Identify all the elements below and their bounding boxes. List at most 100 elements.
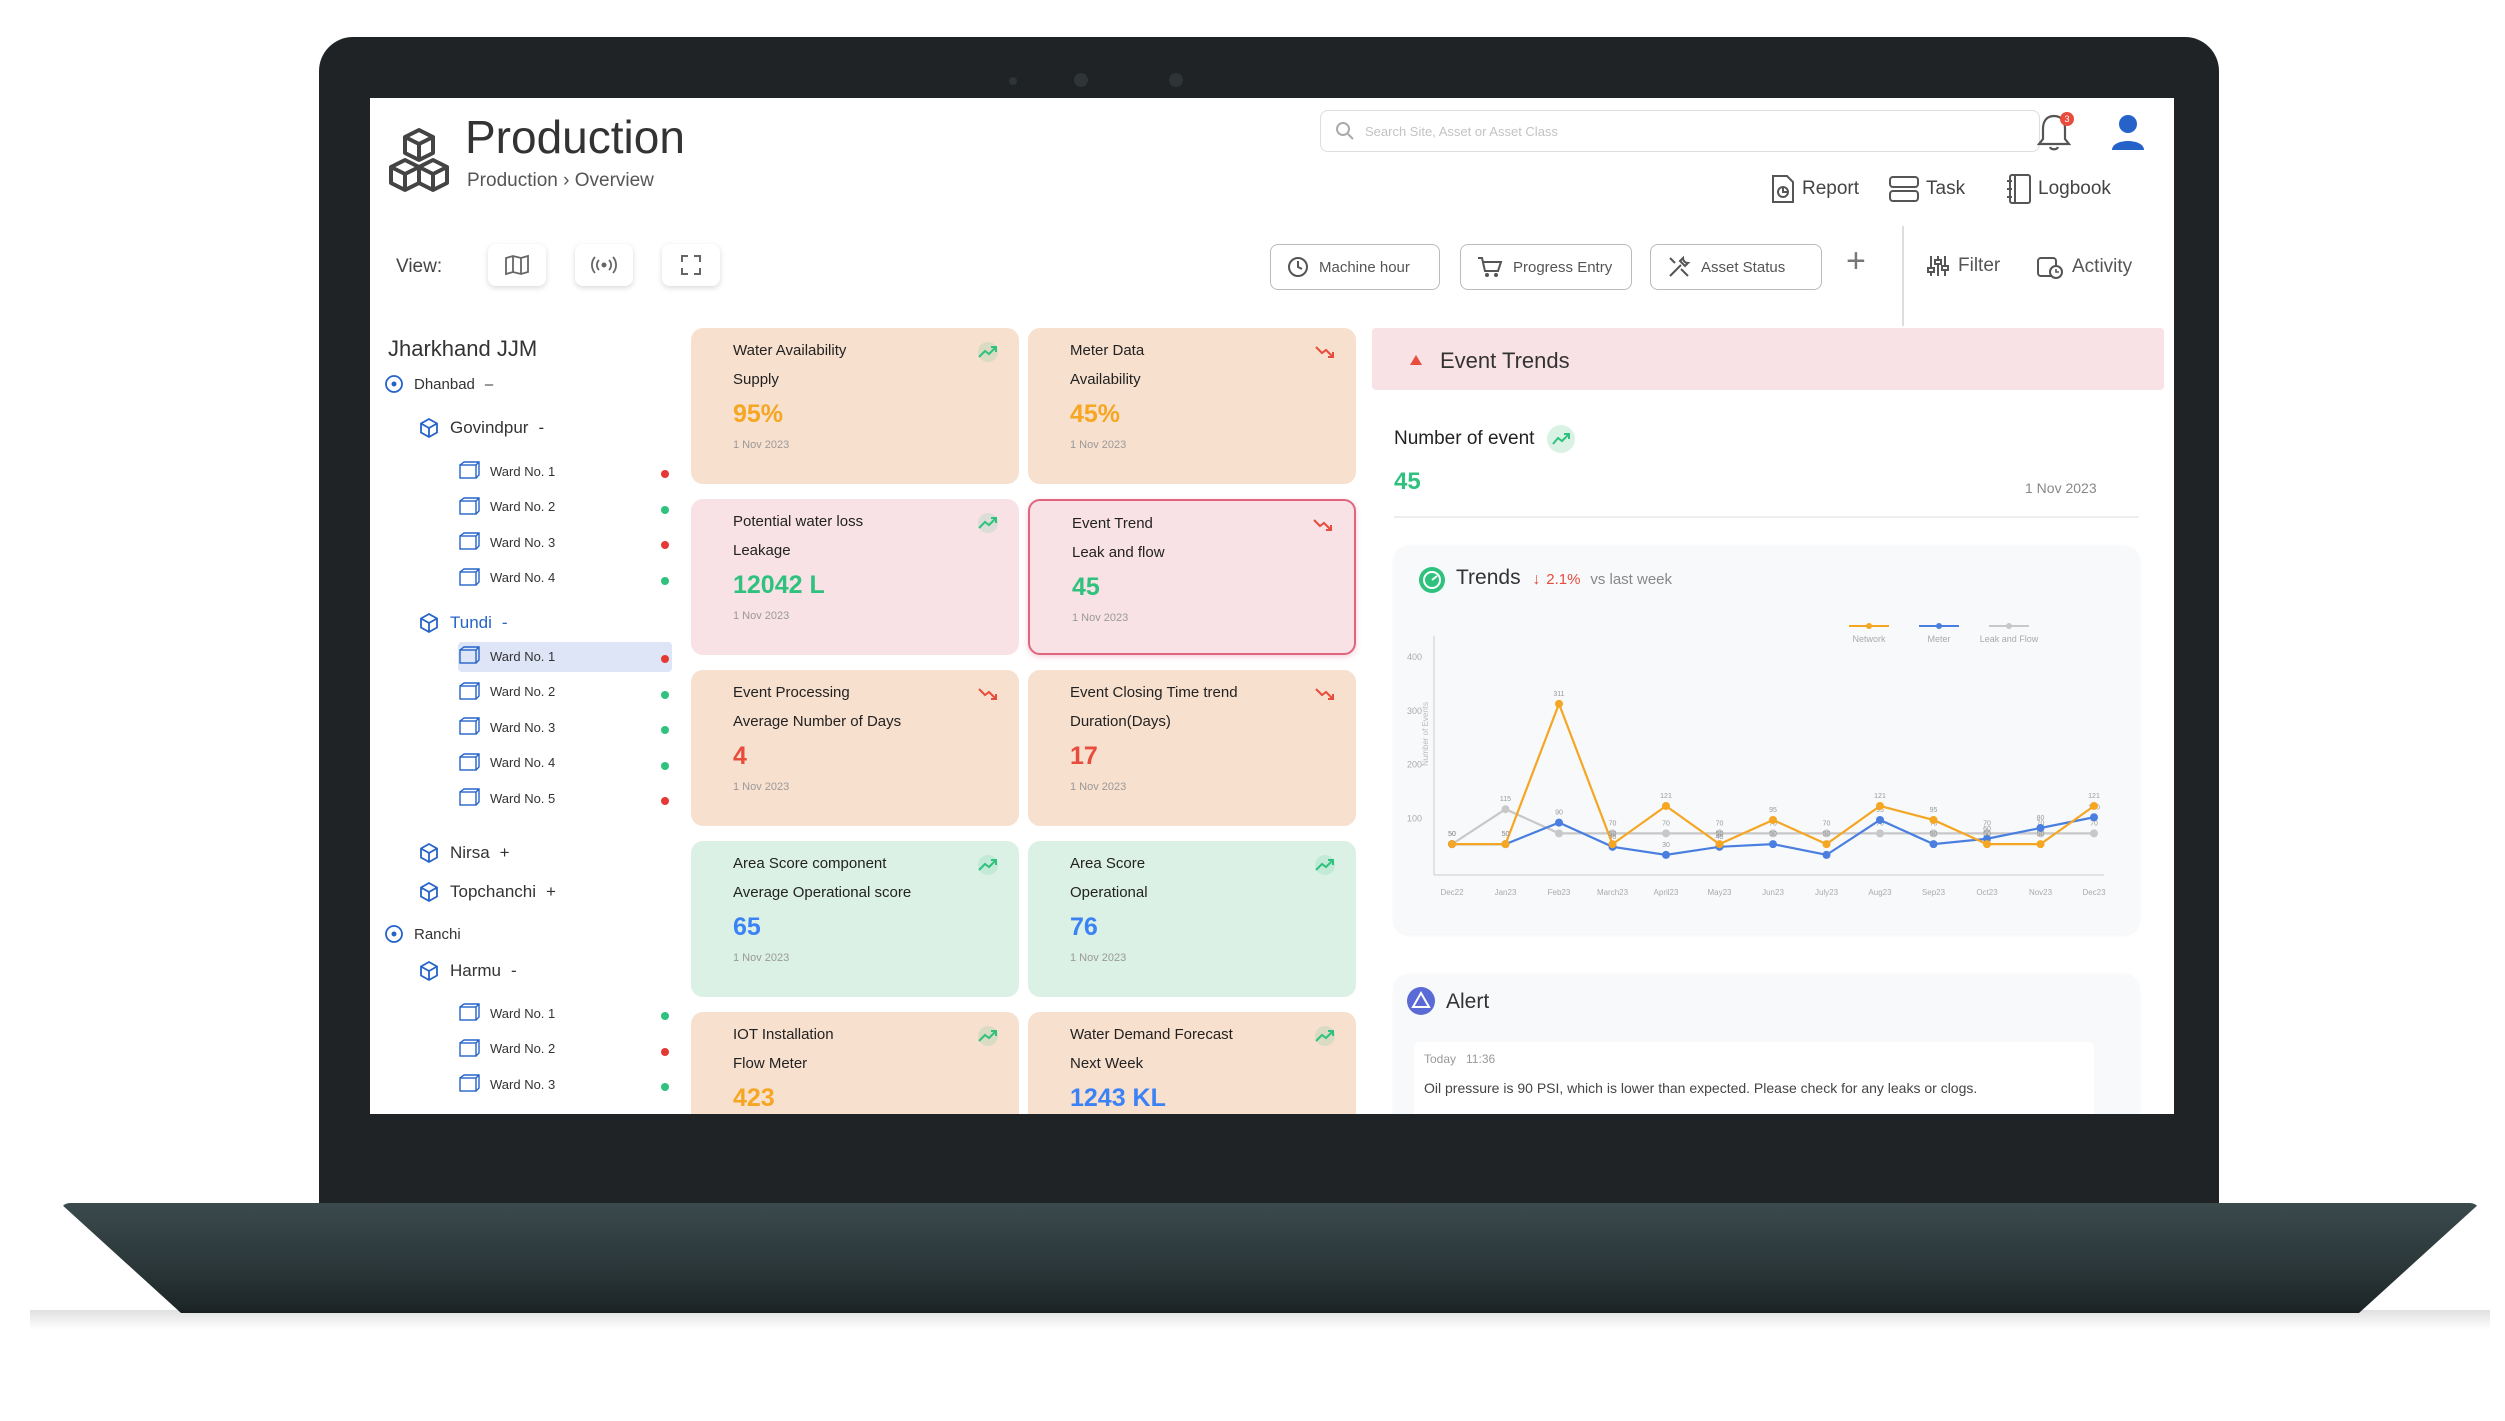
kpi-subtitle: Operational <box>1070 884 1148 901</box>
kpi-card[interactable]: Water Availability Supply 95% 1 Nov 2023 <box>691 328 1019 484</box>
activity-button[interactable]: Activity <box>2036 254 2132 280</box>
tree-node-ward[interactable]: Ward No. 2 <box>458 1038 555 1059</box>
filter-button[interactable]: Filter <box>1926 254 2000 278</box>
kpi-subtitle: Average Number of Days <box>733 713 902 730</box>
event-trends-header[interactable]: Event Trends <box>1372 328 2164 390</box>
progress-entry-label: Progress Entry <box>1513 258 1613 276</box>
data-label: 70 <box>1983 820 1991 827</box>
clock-icon <box>1288 257 1308 277</box>
kpi-card[interactable]: Potential water loss Leakage 12042 L 1 Nov … <box>691 499 1019 655</box>
ward-label: Ward No. 3 <box>490 719 556 735</box>
tree-node-harmu[interactable]: Harmu - <box>418 960 517 982</box>
tree-node-ward[interactable]: Ward No. 1 <box>458 646 555 666</box>
expand-toggle[interactable]: + <box>499 843 510 862</box>
y-tick-label: 300 <box>1407 706 1422 716</box>
kpi-card[interactable]: IOT Installation Flow Meter 423 <box>691 1012 1019 1114</box>
data-point <box>1822 850 1831 859</box>
kpi-card[interactable]: Event Processing Average Number of Days 4 1… <box>691 670 1019 826</box>
trends-change: 2.1% <box>1546 571 1581 588</box>
production-cubes-icon <box>389 128 449 192</box>
search-input[interactable]: Search Site, Asset or Asset Class <box>1320 110 2040 152</box>
notification-badge: 3 <box>2060 112 2074 126</box>
tree-node-ward[interactable]: Ward No. 1 <box>458 461 555 481</box>
expand-toggle[interactable]: + <box>546 882 556 901</box>
machine-hour-button[interactable]: Machine hour <box>1270 244 1440 290</box>
task-icon <box>1889 176 1919 202</box>
tree-node-govindpur[interactable]: Govindpur - <box>418 417 544 439</box>
kpi-card[interactable]: Area Score Operational 76 1 Nov 2023 <box>1028 841 1356 997</box>
kpi-card[interactable]: Water Demand Forecast Next Week 1243 KL <box>1028 1012 1356 1114</box>
tree-node-ward[interactable]: Ward No. 5 <box>458 788 555 808</box>
machine-hour-label: Machine hour <box>1319 258 1410 276</box>
report-link[interactable]: Report <box>1770 173 1859 205</box>
trend-down-arrow-icon: ↓ <box>1532 571 1541 588</box>
ward-box-icon <box>459 461 480 479</box>
cube-icon <box>420 960 438 982</box>
data-label: 95 <box>1769 807 1777 814</box>
kpi-value: 76 <box>1070 913 1098 941</box>
signal-view-button[interactable] <box>575 244 633 286</box>
data-label: 50 <box>2037 831 2045 838</box>
kpi-title: Water Demand Forecast <box>1070 1026 1233 1043</box>
kpi-title: Event Trend <box>1072 515 1153 532</box>
tree-node-ward[interactable]: Ward No. 3 <box>458 1074 555 1094</box>
data-point <box>1662 829 1670 838</box>
progress-entry-button[interactable]: Progress Entry <box>1460 244 1632 290</box>
fullscreen-button[interactable] <box>662 244 720 286</box>
collapse-toggle[interactable]: - <box>538 418 545 437</box>
tree-node-ward[interactable]: Ward No. 1 <box>458 1003 555 1023</box>
data-label: 50 <box>1769 831 1777 838</box>
laptop-base <box>60 1203 2480 1313</box>
collapse-toggle[interactable]: - <box>511 961 517 980</box>
map-view-button[interactable] <box>488 244 546 286</box>
legend-marker <box>1936 623 1942 629</box>
asset-status-button[interactable]: Asset Status <box>1650 244 1822 290</box>
tree-node-ward[interactable]: Ward No. 2 <box>458 681 555 702</box>
collapse-toggle[interactable]: – <box>484 375 494 393</box>
add-button[interactable]: + <box>1846 242 1866 280</box>
data-label: 80 <box>2037 815 2045 822</box>
camera-sensor <box>1009 77 1017 85</box>
collapse-toggle[interactable]: - <box>501 613 508 632</box>
tree-node-tundi[interactable]: Tundi - <box>418 612 508 634</box>
kpi-card[interactable]: Area Score component Average Operational … <box>691 841 1019 997</box>
data-label: 121 <box>1874 793 1886 800</box>
tree-node-ward[interactable]: Ward No. 2 <box>458 496 555 517</box>
user-avatar-icon[interactable] <box>2110 112 2146 152</box>
report-label: Report <box>1802 178 1860 199</box>
search-icon <box>1336 122 1354 140</box>
ward-status-dot <box>661 505 669 514</box>
tree-node-ranchi[interactable]: Ranchi <box>384 924 461 944</box>
tree-node-topchanchi[interactable]: Topchanchi + <box>418 881 556 903</box>
kpi-value: 65 <box>733 913 761 941</box>
alert-item[interactable]: Today 11:36 Oil pressure is 90 PSI, whic… <box>1414 1042 2094 1114</box>
tree-node-nirsa[interactable]: Nirsa + <box>418 842 510 864</box>
fullscreen-icon <box>681 255 701 275</box>
logbook-icon <box>2007 174 2031 204</box>
task-link[interactable]: Task <box>1888 173 1965 205</box>
tree-node-ward[interactable]: Ward No. 3 <box>458 532 555 552</box>
kpi-card[interactable]: Event Closing Time trend Duration(Days) 17… <box>1028 670 1356 826</box>
data-label: 50 <box>1448 831 1456 838</box>
data-label: 70 <box>1662 820 1670 827</box>
tree-node-dhanbad[interactable]: Dhanbad – <box>384 374 493 394</box>
trends-chart-card: Trends ↓ 2.1% vs last week 100 200 300 400 N… <box>1394 546 2139 934</box>
breadcrumb[interactable]: Production › Overview <box>467 170 654 191</box>
kpi-card[interactable]: Meter Data Availability 45% 1 Nov 2023 <box>1028 328 1356 484</box>
y-axis-label: Number of Events <box>1421 702 1430 766</box>
x-tick-label: Dec23 <box>2082 888 2106 897</box>
logbook-link[interactable]: Logbook <box>2006 173 2111 205</box>
data-point <box>1608 840 1617 849</box>
kpi-title: Area Score component <box>733 855 887 872</box>
cube-icon <box>420 612 438 634</box>
data-point <box>1555 818 1563 827</box>
data-point <box>2036 824 2045 832</box>
kpi-card[interactable]: Event Trend Leak and flow 45 1 Nov 2023 <box>1028 499 1356 655</box>
tree-node-ward[interactable]: Ward No. 4 <box>458 567 555 588</box>
tree-node-ward[interactable]: Ward No. 3 <box>458 717 555 737</box>
tree-label: Topchanchi <box>450 882 537 901</box>
kpi-date: 1 Nov 2023 <box>733 781 790 793</box>
ward-box-icon <box>459 788 480 806</box>
tree-node-ward[interactable]: Ward No. 4 <box>458 752 555 773</box>
toolbar-divider <box>1902 226 1904 326</box>
